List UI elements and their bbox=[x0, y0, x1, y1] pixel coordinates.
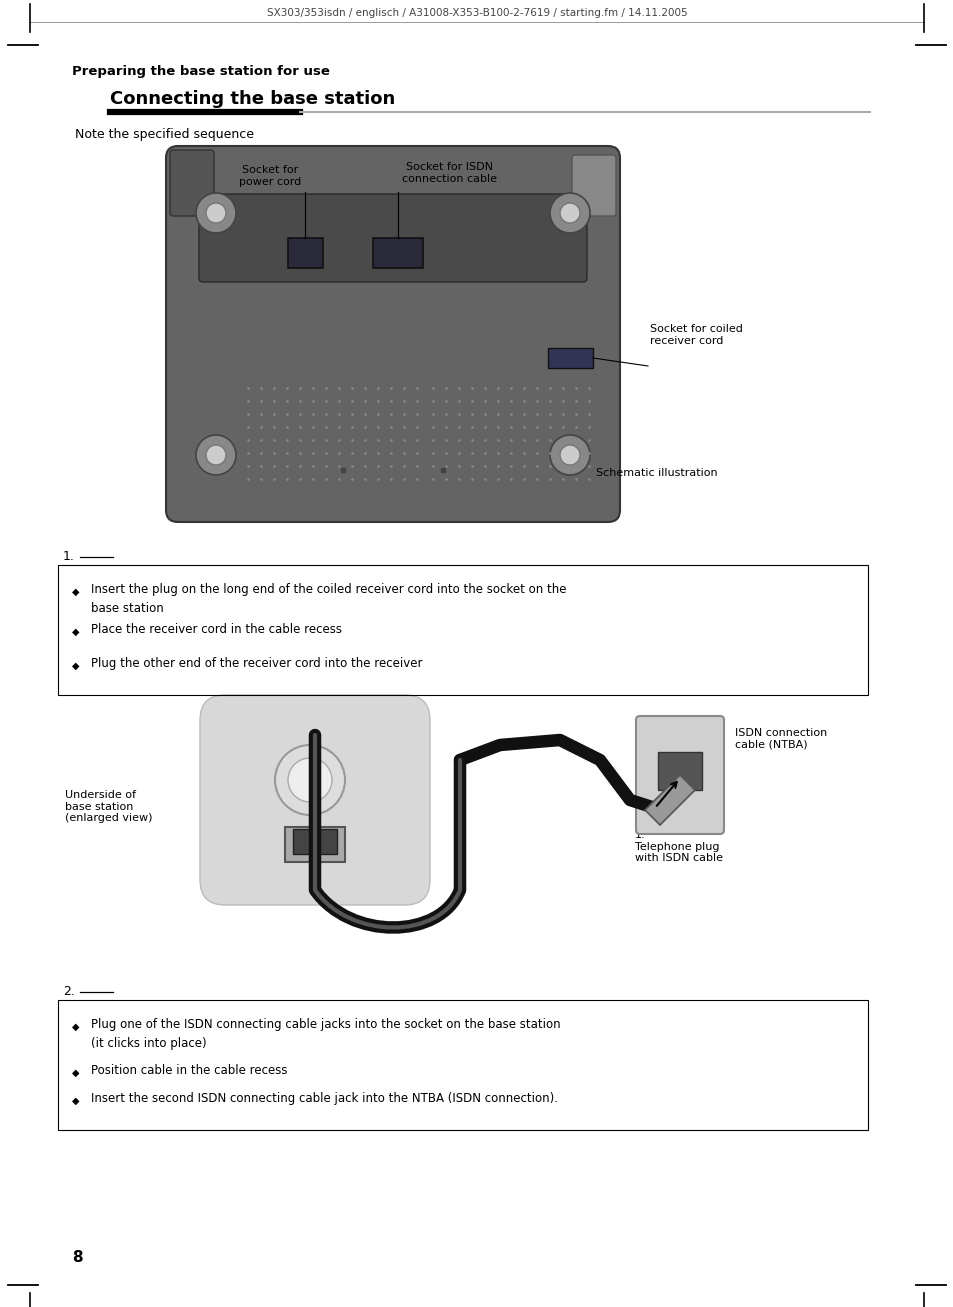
Text: 8: 8 bbox=[71, 1249, 83, 1265]
Bar bbox=[547, 348, 593, 369]
FancyBboxPatch shape bbox=[199, 193, 586, 282]
Text: ◆: ◆ bbox=[72, 1097, 80, 1106]
Bar bbox=[658, 752, 701, 789]
Bar bbox=[373, 238, 422, 268]
Text: ◆: ◆ bbox=[72, 1068, 80, 1078]
Circle shape bbox=[195, 435, 235, 474]
Bar bbox=[288, 238, 323, 268]
Text: 2.: 2. bbox=[63, 985, 74, 999]
Text: ◆: ◆ bbox=[72, 661, 80, 670]
Circle shape bbox=[559, 444, 579, 465]
Circle shape bbox=[195, 193, 235, 233]
Text: ◆: ◆ bbox=[72, 627, 80, 637]
FancyBboxPatch shape bbox=[636, 716, 723, 834]
Text: Connecting the base station: Connecting the base station bbox=[110, 90, 395, 108]
Text: Place the receiver cord in the cable recess: Place the receiver cord in the cable rec… bbox=[91, 623, 341, 637]
Circle shape bbox=[550, 193, 589, 233]
FancyBboxPatch shape bbox=[170, 150, 213, 216]
Polygon shape bbox=[644, 775, 695, 825]
Bar bbox=[285, 827, 345, 863]
Circle shape bbox=[206, 444, 226, 465]
FancyBboxPatch shape bbox=[572, 156, 616, 216]
Text: SX303/353isdn / englisch / A31008-X353-B100-2-7619 / starting.fm / 14.11.2005: SX303/353isdn / englisch / A31008-X353-B… bbox=[267, 8, 686, 18]
FancyBboxPatch shape bbox=[166, 146, 619, 521]
Text: Socket for coiled
receiver cord: Socket for coiled receiver cord bbox=[649, 324, 742, 346]
Text: 1.
Telephone plug
with ISDN cable: 1. Telephone plug with ISDN cable bbox=[635, 830, 722, 863]
Text: Plug the other end of the receiver cord into the receiver: Plug the other end of the receiver cord … bbox=[91, 657, 422, 670]
Text: ◆: ◆ bbox=[72, 587, 80, 597]
Circle shape bbox=[559, 203, 579, 223]
Text: ◆: ◆ bbox=[72, 1022, 80, 1033]
Text: Insert the plug on the long end of the coiled receiver cord into the socket on t: Insert the plug on the long end of the c… bbox=[91, 583, 566, 596]
Text: ISDN connection
cable (NTBA): ISDN connection cable (NTBA) bbox=[734, 728, 826, 750]
Bar bbox=[58, 565, 867, 695]
Text: 1.: 1. bbox=[63, 550, 74, 563]
Circle shape bbox=[550, 435, 589, 474]
Circle shape bbox=[274, 745, 345, 816]
Bar bbox=[293, 829, 336, 853]
Text: Socket for ISDN
connection cable: Socket for ISDN connection cable bbox=[402, 162, 497, 183]
Text: Note the specified sequence: Note the specified sequence bbox=[75, 128, 253, 141]
FancyBboxPatch shape bbox=[200, 695, 430, 904]
Circle shape bbox=[206, 203, 226, 223]
Circle shape bbox=[288, 758, 332, 802]
Text: base station: base station bbox=[91, 603, 164, 616]
Text: Position cable in the cable recess: Position cable in the cable recess bbox=[91, 1064, 287, 1077]
Bar bbox=[58, 1000, 867, 1131]
Text: Socket for
power cord: Socket for power cord bbox=[238, 165, 301, 187]
Text: Preparing the base station for use: Preparing the base station for use bbox=[71, 65, 330, 78]
Text: (it clicks into place): (it clicks into place) bbox=[91, 1036, 207, 1050]
Text: Plug one of the ISDN connecting cable jacks into the socket on the base station: Plug one of the ISDN connecting cable ja… bbox=[91, 1018, 560, 1031]
Text: Schematic illustration: Schematic illustration bbox=[596, 468, 717, 478]
Text: Insert the second ISDN connecting cable jack into the NTBA (ISDN connection).: Insert the second ISDN connecting cable … bbox=[91, 1093, 558, 1104]
Text: Underside of
base station
(enlarged view): Underside of base station (enlarged view… bbox=[65, 789, 152, 823]
